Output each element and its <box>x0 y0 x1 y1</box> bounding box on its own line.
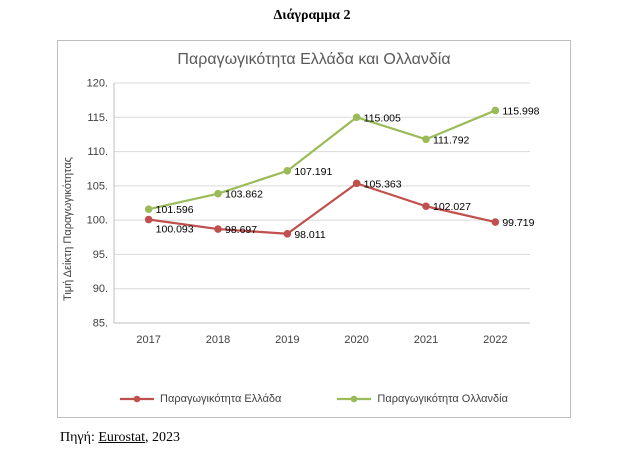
data-point <box>422 202 430 211</box>
source-suffix: , 2023 <box>145 430 180 445</box>
legend-item: Παραγωγικότητα Ελλάδα <box>120 393 281 405</box>
data-label: 115.005 <box>364 112 401 124</box>
y-axis-label: Τιμή Δείκτη Παραγωγικότητας <box>62 157 74 301</box>
data-label: 100.093 <box>156 224 194 236</box>
data-label: 101.596 <box>156 204 194 216</box>
legend-marker-icon <box>120 395 155 403</box>
x-tick-label: 2019 <box>275 334 299 346</box>
y-tick-label: 90. <box>93 283 108 295</box>
chart-title: Παραγωγικότητα Ελλάδα και Ολλανδία <box>177 51 451 68</box>
y-tick-label: 115. <box>87 112 108 124</box>
data-point <box>144 205 153 213</box>
data-point <box>352 113 361 122</box>
x-tick-label: 2018 <box>206 334 230 346</box>
y-tick-label: 95. <box>93 249 108 261</box>
data-label: 103.862 <box>225 189 263 201</box>
data-point <box>214 225 222 233</box>
data-point <box>144 215 153 224</box>
data-label: 98.011 <box>294 229 325 241</box>
data-label: 105.363 <box>364 178 402 190</box>
data-label: 99.719 <box>502 217 534 229</box>
series-line <box>148 182 496 235</box>
data-point <box>352 179 361 188</box>
x-tick-label: 2020 <box>344 334 368 346</box>
chart: Παραγωγικότητα Ελλάδα και Ολλανδία Τιμή … <box>57 40 571 418</box>
x-tick-label: 2022 <box>483 334 507 346</box>
y-tick-label: 105. <box>87 180 108 192</box>
source-prefix: Πηγή: <box>60 430 99 445</box>
data-point <box>283 167 292 175</box>
data-point <box>491 218 500 226</box>
figure-heading: Διάγραμμα 2 <box>273 8 351 23</box>
data-point <box>214 189 222 198</box>
source-link[interactable]: Eurostat <box>98 430 145 445</box>
chart-legend: Παραγωγικότητα Ελλάδα Παραγωγικότητα Ολλα… <box>58 387 570 417</box>
source-line: Πηγή: Eurostat, 2023 <box>60 430 180 446</box>
legend-label: Παραγωγικότητα Ελλάδα <box>160 393 282 405</box>
y-tick-label: 85. <box>93 318 108 330</box>
y-tick-label: 100. <box>87 215 108 227</box>
y-tick-label: 120. <box>87 78 108 90</box>
x-tick-label: 2017 <box>136 334 160 346</box>
chart-body: Τιμή Δείκτη Παραγωγικότητας 85. 90. 95. 100… <box>58 71 570 387</box>
data-label: 98.697 <box>225 224 257 236</box>
plot-area: 85. 90. 95. 100. 105. 110. 115. 120. 2017 2018 201… <box>78 71 570 387</box>
data-point <box>422 135 430 144</box>
data-point <box>283 229 292 238</box>
data-point <box>491 106 500 115</box>
y-tick-label: 110. <box>87 146 108 158</box>
legend-item: Παραγωγικότητα Ολλανδία <box>337 393 508 405</box>
x-tick-label: 2021 <box>414 334 438 346</box>
data-label: 102.027 <box>433 201 471 213</box>
plot: 85. 90. 95. 100. 105. 110. 115. 120. 2017 2018 201… <box>87 78 540 347</box>
data-label: 111.792 <box>433 134 470 146</box>
series-line <box>148 109 496 211</box>
legend-marker-icon <box>337 395 372 403</box>
data-label: 107.191 <box>294 166 332 178</box>
data-label: 115.998 <box>502 105 539 117</box>
legend-label: Παραγωγικότητα Ολλανδία <box>377 393 508 405</box>
